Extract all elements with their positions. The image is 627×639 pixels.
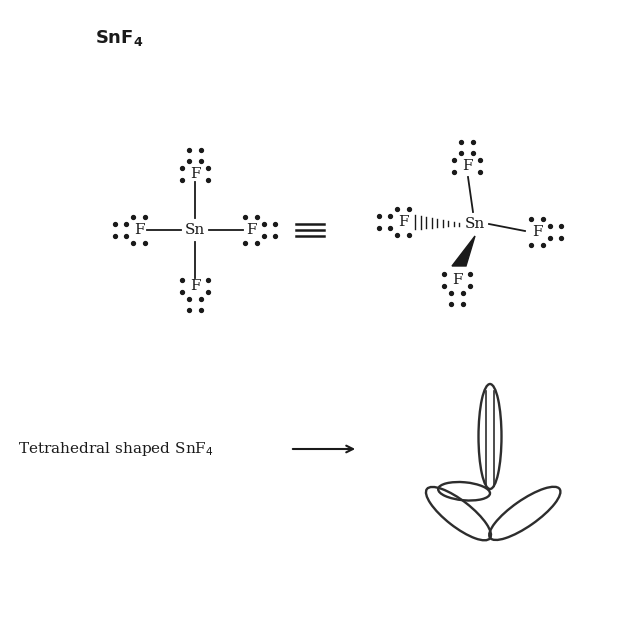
Text: F: F <box>398 215 408 229</box>
Text: Tetrahedral shaped SnF$_4$: Tetrahedral shaped SnF$_4$ <box>18 440 214 458</box>
Text: F: F <box>190 167 200 181</box>
Text: F: F <box>532 225 542 239</box>
Polygon shape <box>452 236 475 266</box>
Text: F: F <box>246 223 256 237</box>
Text: Sn: Sn <box>185 223 205 237</box>
Text: $\mathbf{SnF_4}$: $\mathbf{SnF_4}$ <box>95 28 144 48</box>
Text: F: F <box>190 279 200 293</box>
Text: F: F <box>461 159 472 173</box>
Text: Sn: Sn <box>465 217 485 231</box>
Text: F: F <box>134 223 144 237</box>
Text: F: F <box>451 273 462 287</box>
